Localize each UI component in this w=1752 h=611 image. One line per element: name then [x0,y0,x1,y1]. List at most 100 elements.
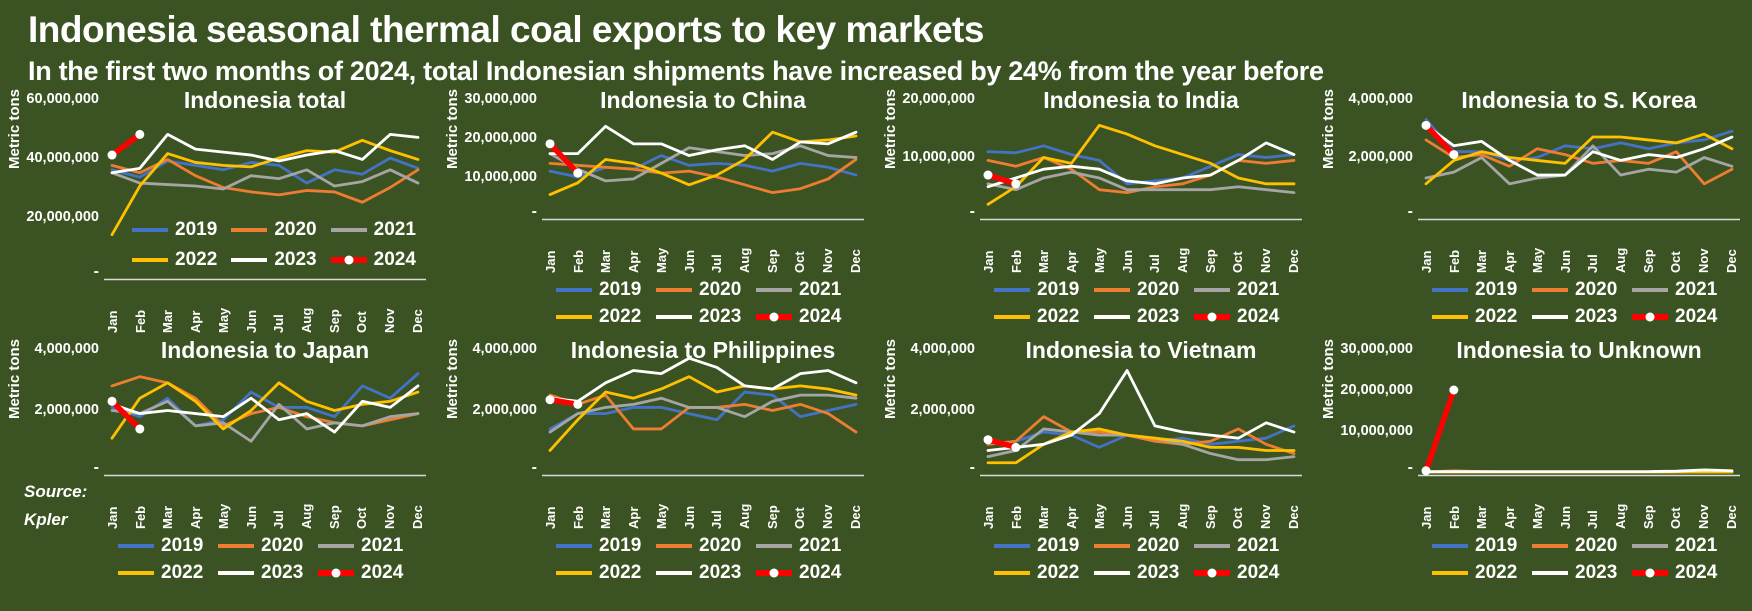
legend-item-2023: 2023 [1532,562,1632,584]
legend-swatch-2021 [318,544,354,549]
source-attribution: Source: Kpler [24,478,87,534]
header: Indonesia seasonal thermal coal exports … [0,0,1752,87]
month-label: Feb [1008,505,1024,529]
plot-wrapper: Indonesia to S. Korea Jan Feb Mar Apr May Jun… [1418,87,1752,331]
month-label: Jan [105,506,120,529]
y-axis-title: Metric tons [880,89,900,169]
legend-label: 2023 [699,562,742,584]
legend-label: 2019 [1475,279,1518,301]
legend-label: 2024 [373,248,416,270]
chart-panel-indonesia-to-s-korea: Metric tons 4,000,000 2,000,000 - Indonesi… [1314,87,1752,339]
y-axis-gutter: Metric tons 20,000,000 10,000,000 - [876,89,980,339]
month-label: Jun [681,505,697,529]
y-tick-label: 10,000,000 [464,168,537,185]
legend-label: 2019 [1475,535,1518,557]
series-line-2022 [986,427,1296,464]
month-label: Apr [1502,250,1518,273]
legend-row: 2019 2020 2021 [1432,277,1732,304]
y-tick-label: 4,000,000 [34,340,99,357]
legend-item-2024: 2024 [1194,562,1294,584]
legend-swatch-2022 [118,571,154,576]
legend-row: 2019 2020 2021 [556,533,856,560]
series-line-2024 [109,131,143,158]
series-line-2021 [110,168,420,191]
month-label: Oct [792,251,808,273]
month-label: Jul [1147,253,1163,273]
legend-row: 2022 2023 2024 [132,245,430,275]
legend-item-2024: 2024 [318,562,418,584]
series-2024-marker [1421,120,1431,130]
legend-label: 2019 [599,535,642,557]
legend-item-2023: 2023 [1532,306,1632,328]
legend-item-2019: 2019 [118,535,218,557]
month-label: May [215,307,231,333]
legend-swatch-2020 [218,544,254,549]
y-axis-title: Metric tons [442,89,462,169]
y-axis-title-text: Metric tons [5,88,23,169]
month-label: Oct [1668,251,1684,273]
legend-label: 2020 [1137,279,1180,301]
y-axis-title: Metric tons [4,339,24,419]
legend-swatch-2023 [1532,315,1568,320]
y-tick-label: 2,000,000 [34,402,99,419]
y-axis-ticks: 60,000,000 40,000,000 20,000,000 - [24,89,104,281]
month-label: Feb [132,309,148,333]
series-line-2020 [986,414,1296,455]
legend-swatch-2020 [656,288,692,293]
legend-swatch-2024 [1632,314,1668,321]
series-line-2024 [985,172,1019,187]
month-label: Jan [543,250,558,273]
y-tick-label: 40,000,000 [26,149,99,166]
series-2024-marker [107,150,117,160]
legend-swatch-2019 [994,288,1030,293]
month-label: Oct [1230,507,1246,529]
y-axis-gutter: Metric tons 4,000,000 2,000,000 - [438,339,542,593]
legend-swatch-2024 [330,256,367,263]
y-tick-label: 20,000,000 [464,129,537,146]
month-label: Nov [1258,248,1274,273]
legend-item-2020: 2020 [656,279,756,301]
legend-item-2024: 2024 [1194,306,1294,328]
legend-swatch-2022 [556,315,592,320]
legend-item-2024: 2024 [756,306,856,328]
month-label: Apr [1064,506,1080,529]
legend-label: 2020 [1137,535,1180,557]
legend-swatch-2019 [1432,544,1468,549]
legend-row: 2022 2023 2024 [994,560,1294,587]
chart-title: Indonesia to India [1043,86,1239,113]
chart-panel-indonesia-to-vietnam: Metric tons 4,000,000 2,000,000 - Indonesi… [876,337,1314,593]
legend-row: 2019 2020 2021 [994,277,1294,304]
legend-item-2021: 2021 [1194,279,1294,301]
series-2024-marker [573,168,583,178]
series-line-2022 [110,381,420,440]
month-label: Dec [1723,248,1739,273]
legend-swatch-2020 [656,544,692,549]
month-label: Nov [1696,248,1712,273]
series-line-2019 [110,156,420,185]
legend-label: 2020 [699,279,742,301]
month-label: May [1091,247,1107,273]
legend-item-2020: 2020 [1094,279,1194,301]
legend-label: 2024 [1675,306,1718,328]
y-axis-gutter: Metric tons 30,000,000 20,000,000 10,000,0… [438,89,542,339]
legend-swatch-2022 [994,315,1030,320]
legend-label: 2024 [1237,562,1280,584]
y-tick-label: 30,000,000 [464,90,537,107]
plot-wrapper: Indonesia to Philippines Jan Feb Mar Apr May… [542,337,876,587]
series-2024-marker [107,396,117,406]
charts-grid: Metric tons 60,000,000 40,000,000 20,000,0… [0,86,1752,593]
x-axis-month-labels: Jan Feb Mar Apr May Jun Jul Aug Sep Oct Nov Dec [542,477,864,529]
month-label: Feb [1446,249,1462,273]
legend-swatch-2024 [756,570,792,577]
legend-item-2024: 2024 [1632,562,1732,584]
legend-item-2019: 2019 [1432,535,1532,557]
plot-area [980,339,1302,477]
plot-area [542,89,864,221]
chart-legend: 2019 2020 2021 2022 2023 2024 [132,215,430,275]
y-tick-zero: - [969,458,975,476]
month-label: Feb [570,505,586,529]
legend-row: 2022 2023 2024 [994,304,1294,331]
series-2024-marker [545,394,555,404]
month-label: Sep [764,248,780,273]
legend-item-2022: 2022 [556,306,656,328]
